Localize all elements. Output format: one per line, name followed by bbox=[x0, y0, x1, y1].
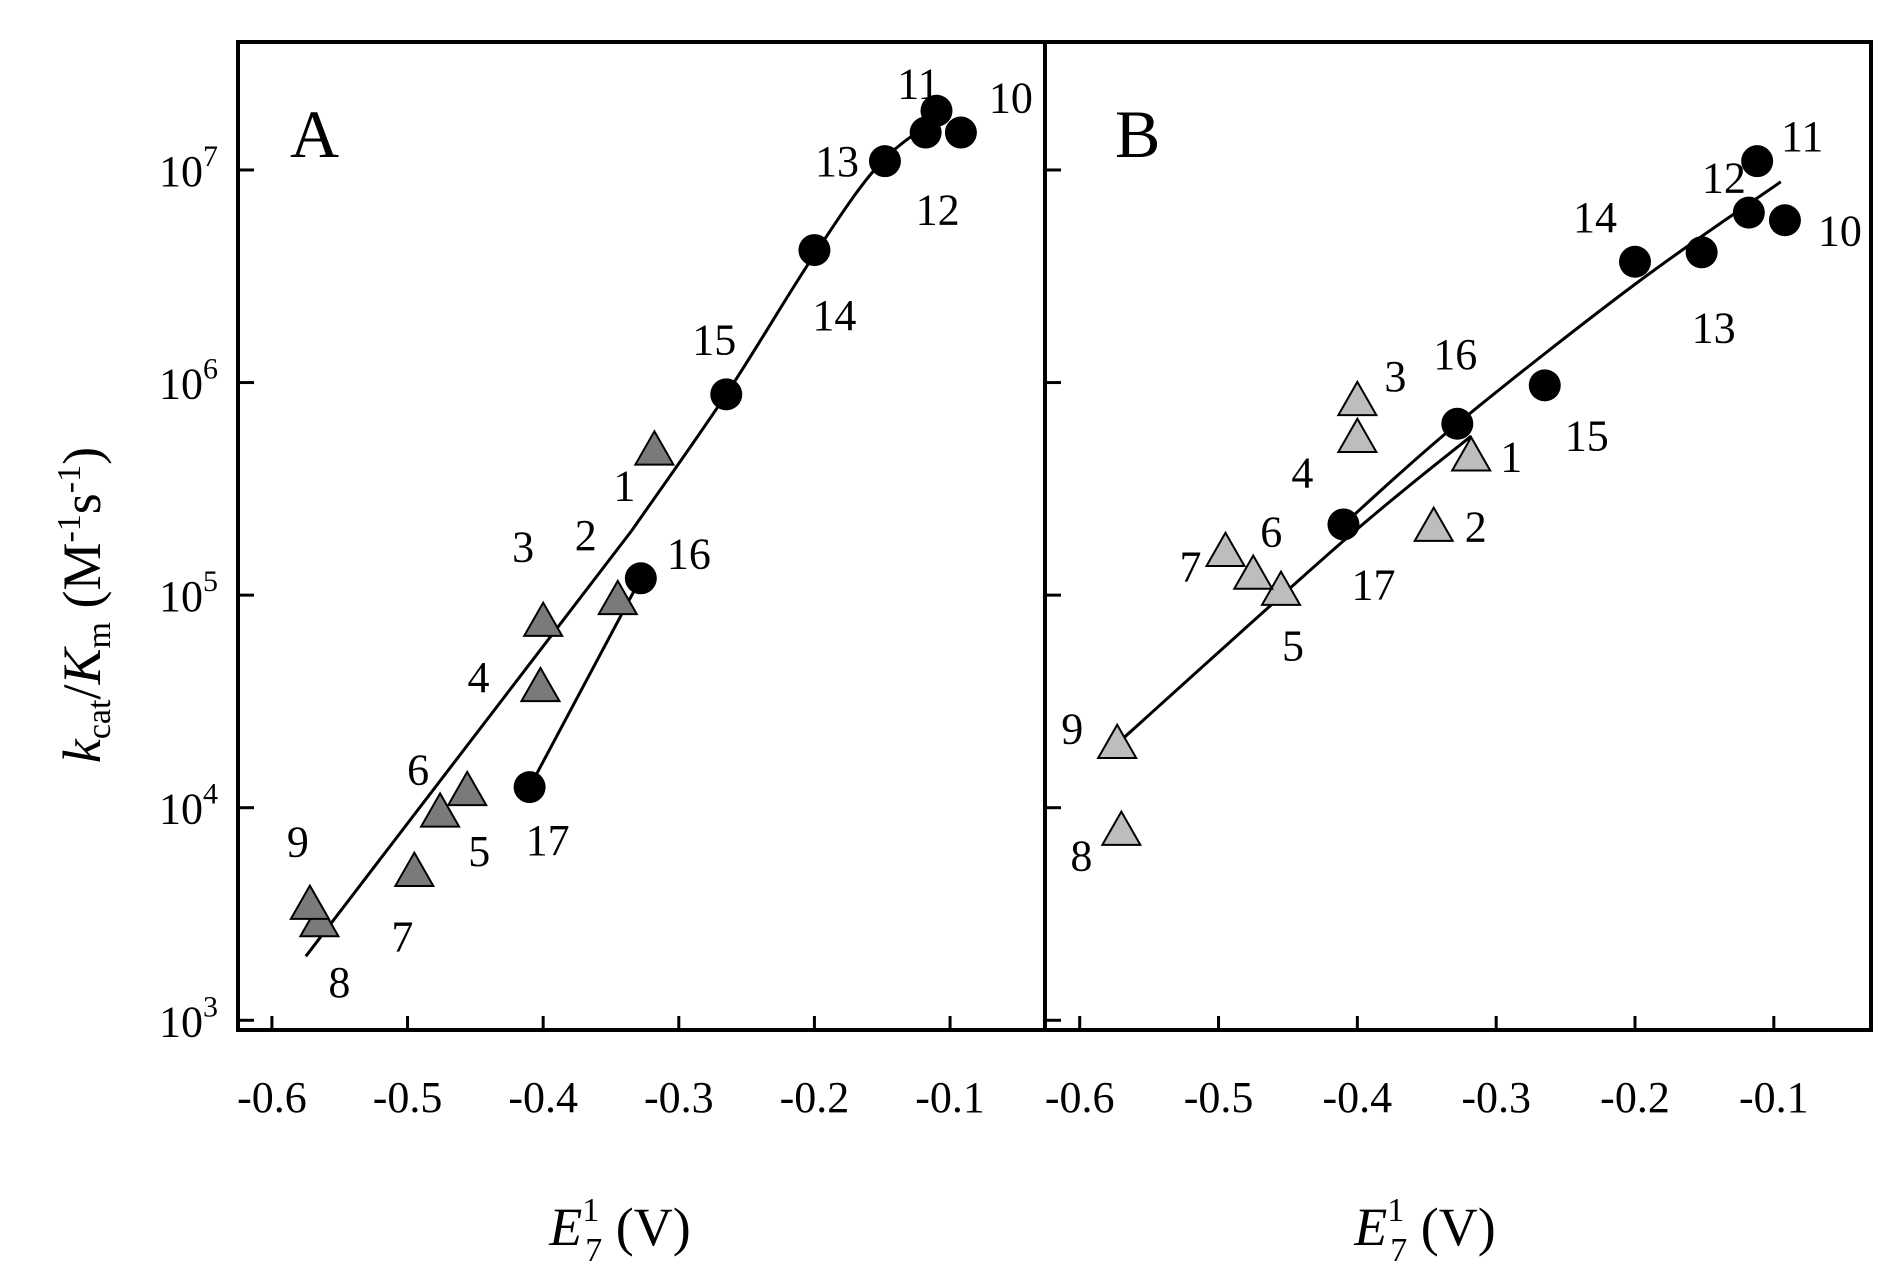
data-point-circle bbox=[868, 145, 901, 178]
x-axis-title-b: E1 7 (V) bbox=[1353, 1192, 1495, 1269]
point-label: 1 bbox=[1500, 432, 1522, 481]
data-point-circle bbox=[1441, 407, 1474, 440]
point-label: 6 bbox=[407, 745, 429, 794]
point-label: 11 bbox=[1781, 112, 1823, 161]
point-label: 13 bbox=[1692, 303, 1736, 352]
fit-line bbox=[1342, 180, 1782, 526]
point-label: 15 bbox=[1565, 411, 1609, 460]
data-point-circle bbox=[1768, 204, 1801, 237]
point-label: 11 bbox=[897, 60, 939, 109]
point-label: 3 bbox=[512, 523, 534, 572]
x-tick-label: -0.6 bbox=[237, 1073, 307, 1122]
data-point-circle bbox=[710, 378, 743, 411]
fit-line bbox=[1116, 434, 1473, 745]
point-label: 1 bbox=[613, 461, 635, 510]
data-point-triangle bbox=[1232, 553, 1274, 590]
point-label: 2 bbox=[575, 511, 597, 560]
x-tick-label: -0.2 bbox=[780, 1073, 850, 1122]
x-tick-label: -0.4 bbox=[508, 1073, 578, 1122]
point-label: 4 bbox=[467, 653, 489, 702]
point-label: 14 bbox=[812, 291, 856, 340]
panel-letter: A bbox=[290, 96, 339, 172]
y-tick-label: 103 bbox=[159, 990, 218, 1046]
point-label: 12 bbox=[1702, 154, 1746, 203]
panel-letter: B bbox=[1115, 96, 1160, 172]
fit-line bbox=[304, 530, 633, 958]
point-label: 6 bbox=[1260, 508, 1282, 557]
panel-frame-b bbox=[1043, 40, 1873, 1032]
point-label: 8 bbox=[328, 958, 350, 1007]
data-point-triangle bbox=[597, 578, 639, 616]
point-label: 8 bbox=[1070, 832, 1092, 881]
point-label: 17 bbox=[526, 816, 570, 865]
point-label: 10 bbox=[1818, 206, 1862, 255]
data-point-circle bbox=[944, 116, 977, 149]
x-tick-label: -0.4 bbox=[1323, 1073, 1393, 1122]
data-point-triangle bbox=[1336, 379, 1379, 417]
data-point-circle bbox=[1528, 369, 1561, 402]
fit-line bbox=[630, 109, 951, 532]
x-tick-label: -0.3 bbox=[1461, 1073, 1531, 1122]
data-point-circle bbox=[1732, 196, 1765, 229]
point-label: 14 bbox=[1573, 193, 1617, 242]
data-point-circle bbox=[1327, 508, 1360, 541]
point-label: 3 bbox=[1384, 352, 1406, 401]
y-tick-label: 104 bbox=[159, 778, 218, 834]
x-tick-label: -0.5 bbox=[373, 1073, 443, 1122]
y-tick-label: 107 bbox=[159, 140, 218, 196]
point-label: 12 bbox=[916, 186, 960, 235]
x-tick-label: -0.2 bbox=[1600, 1073, 1670, 1122]
point-label: 17 bbox=[1351, 560, 1395, 609]
x-axis-ticks: -0.6 -0.5 -0.4 -0.3 -0.2 -0.1 -0.6 -0.5 -0.4 -0.3… bbox=[237, 1073, 1809, 1122]
y-axis-ticks: 103 104 105 106 107 bbox=[159, 140, 218, 1046]
x-tick-label: -0.6 bbox=[1045, 1073, 1115, 1122]
data-point-triangle bbox=[1412, 505, 1455, 542]
point-label: 2 bbox=[1465, 503, 1487, 552]
data-point-triangle bbox=[1336, 416, 1379, 453]
data-point-triangle bbox=[446, 769, 488, 807]
point-label: 10 bbox=[989, 74, 1033, 123]
point-label: 5 bbox=[468, 827, 490, 876]
point-label: 4 bbox=[1291, 449, 1313, 498]
data-point-circle bbox=[1741, 145, 1774, 178]
y-axis-title: kcat/Km (M-1s-1) bbox=[51, 447, 118, 763]
data-point-triangle bbox=[519, 665, 562, 703]
data-point-circle bbox=[1685, 236, 1718, 269]
data-point-circle bbox=[513, 771, 546, 804]
point-label: 7 bbox=[1179, 543, 1201, 592]
point-label: 5 bbox=[1282, 622, 1304, 671]
data-point-circle bbox=[798, 234, 831, 267]
data-point-triangle bbox=[1096, 722, 1138, 759]
y-tick-label: 106 bbox=[159, 353, 218, 409]
data-point-triangle bbox=[1450, 435, 1492, 472]
point-label: 16 bbox=[1433, 330, 1477, 379]
point-label: 16 bbox=[667, 529, 711, 578]
data-point-triangle bbox=[522, 600, 564, 637]
data-point-triangle bbox=[1204, 530, 1247, 567]
y-tick-label: 105 bbox=[159, 565, 218, 621]
x-tick-label: -0.1 bbox=[1739, 1073, 1809, 1122]
x-axis-title-a: E1 7 (V) bbox=[548, 1192, 690, 1269]
point-label: 13 bbox=[815, 137, 859, 186]
point-label: 15 bbox=[692, 315, 736, 364]
x-tick-label: -0.5 bbox=[1184, 1073, 1254, 1122]
x-tick-label: -0.3 bbox=[644, 1073, 714, 1122]
data-point-circle bbox=[1619, 245, 1651, 278]
data-point-triangle bbox=[289, 883, 331, 920]
point-label: 7 bbox=[391, 913, 413, 962]
point-label: 9 bbox=[287, 818, 309, 867]
data-point-triangle bbox=[393, 850, 436, 887]
data-point-triangle bbox=[419, 791, 461, 828]
x-tick-label: -0.1 bbox=[915, 1073, 985, 1122]
data-point-triangle bbox=[1100, 809, 1143, 846]
data-point-circle bbox=[624, 562, 657, 595]
data-point-circle bbox=[909, 116, 942, 149]
data-point-triangle bbox=[633, 429, 676, 466]
point-label: 9 bbox=[1061, 705, 1083, 754]
